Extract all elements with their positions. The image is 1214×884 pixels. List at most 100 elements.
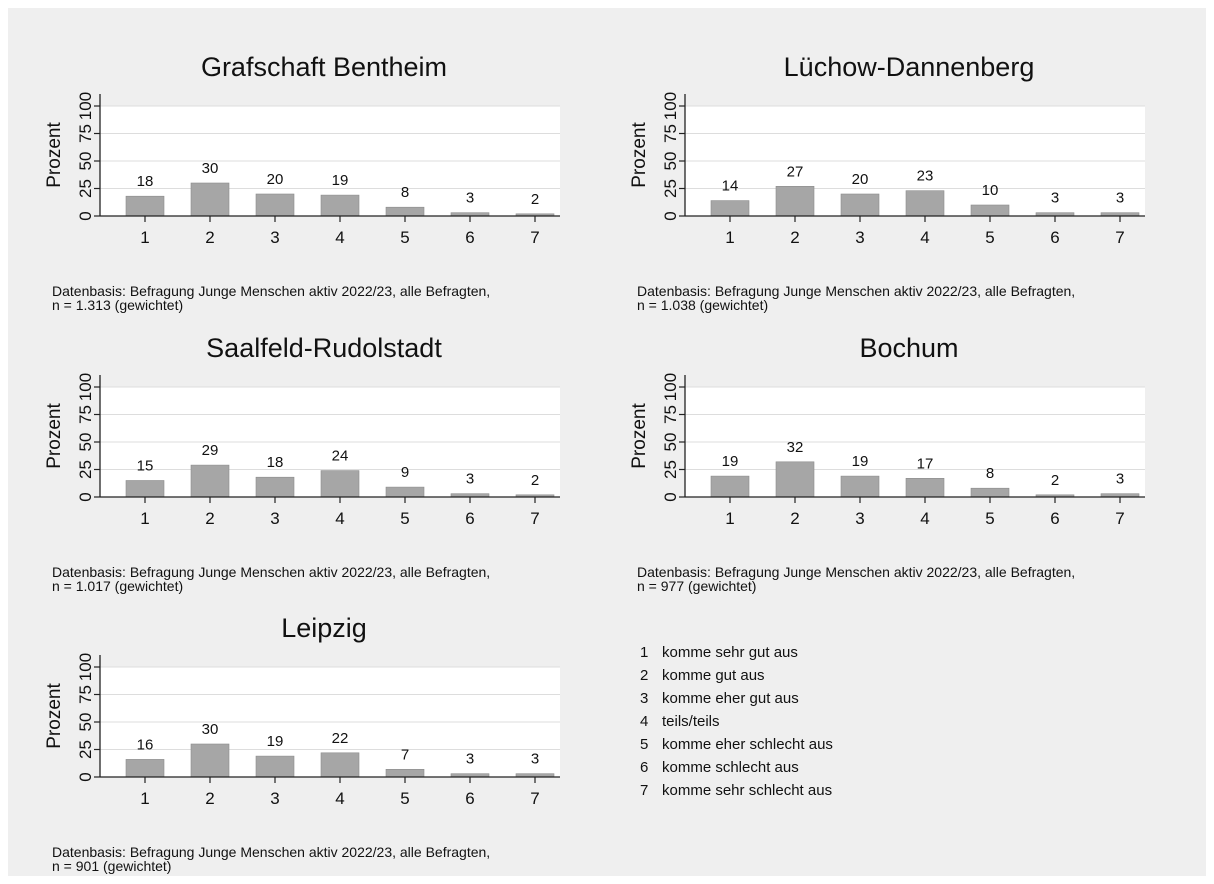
legend-item: 5 komme eher schlecht aus (640, 733, 833, 756)
x-tick-label: 3 (855, 509, 864, 528)
x-tick-label: 1 (140, 509, 149, 528)
data-label: 15 (137, 458, 154, 475)
bar (320, 194, 360, 217)
y-tick-label: 75 (76, 685, 95, 704)
x-tick-label: 5 (985, 228, 994, 247)
figure: Grafschaft Bentheim 0 25 50 75 100 Prozent 18 1 3… (8, 8, 1206, 876)
data-label: 2 (531, 191, 539, 208)
data-label: 22 (332, 730, 349, 747)
data-label: 3 (466, 471, 474, 488)
note-line: n = 1.313 (gewichtet) (52, 297, 184, 313)
data-label: 3 (531, 751, 539, 768)
x-tick-label: 4 (335, 509, 344, 528)
note-line: Datenbasis: Befragung Junge Menschen akt… (637, 564, 1076, 580)
x-tick-label: 2 (205, 509, 214, 528)
bar (710, 200, 750, 217)
legend-code: 2 (640, 667, 649, 684)
y-tick-label: 50 (76, 433, 95, 452)
data-label: 14 (722, 178, 739, 195)
data-label: 18 (137, 173, 154, 190)
bar (840, 193, 880, 217)
legend-item: 2 komme gut aus (640, 664, 833, 687)
y-tick-label: 50 (76, 152, 95, 171)
chart-panel-bochum: Bochum 0 25 50 75 100 Prozent 19 1 32 2 19 3 17 4 8 5 2 6 3… (599, 329, 1159, 599)
x-tick-label: 4 (920, 509, 929, 528)
legend-code: 6 (640, 759, 649, 776)
data-label: 16 (137, 736, 154, 753)
bar (970, 487, 1010, 498)
x-tick-label: 7 (1115, 228, 1124, 247)
y-tick-label: 50 (661, 152, 680, 171)
data-label: 27 (787, 163, 804, 180)
x-tick-label: 6 (465, 789, 474, 808)
x-tick-label: 2 (205, 789, 214, 808)
y-axis-label: Prozent (44, 403, 65, 469)
chart-title: Bochum (859, 333, 958, 363)
note-line: Datenbasis: Befragung Junge Menschen akt… (52, 564, 491, 580)
y-tick-label: 100 (76, 92, 95, 120)
y-tick-label: 75 (76, 124, 95, 143)
data-label: 30 (202, 160, 219, 177)
legend-item: 7 komme sehr schlecht aus (640, 779, 833, 802)
data-label: 2 (1051, 472, 1059, 489)
y-tick-label: 100 (76, 653, 95, 681)
data-label: 3 (466, 190, 474, 207)
chart-title: Lüchow-Dannenberg (784, 52, 1035, 82)
data-label: 19 (332, 172, 349, 189)
bar (190, 464, 230, 498)
bar (970, 204, 1010, 217)
x-tick-label: 3 (270, 509, 279, 528)
y-axis-label: Prozent (44, 683, 65, 749)
data-label: 3 (1116, 471, 1124, 488)
y-tick-label: 25 (76, 179, 95, 198)
note-line: Datenbasis: Befragung Junge Menschen akt… (52, 844, 491, 860)
data-label: 3 (466, 751, 474, 768)
x-tick-label: 7 (530, 509, 539, 528)
bar (255, 755, 295, 778)
y-axis-label: Prozent (629, 403, 650, 469)
x-tick-label: 5 (400, 228, 409, 247)
bar (840, 475, 880, 498)
bar (125, 480, 165, 498)
y-tick-label: 100 (661, 373, 680, 401)
x-tick-label: 6 (1050, 228, 1059, 247)
chart-panel-luechow-dannenberg: Lüchow-Dannenberg 0 25 50 75 100 Prozent 14 1 27 2… (599, 48, 1159, 318)
bar (190, 743, 230, 778)
note-line: Datenbasis: Befragung Junge Menschen akt… (52, 283, 491, 299)
y-tick-label: 75 (661, 124, 680, 143)
bar (385, 206, 425, 217)
legend-code: 7 (640, 782, 649, 799)
y-tick-label: 0 (76, 772, 95, 781)
x-tick-label: 1 (725, 228, 734, 247)
data-label: 10 (982, 182, 999, 199)
bar (255, 476, 295, 498)
chart-title: Leipzig (281, 613, 367, 643)
category-legend: 1 komme sehr gut aus 2 komme gut aus 3 komm… (640, 641, 833, 802)
x-tick-label: 4 (920, 228, 929, 247)
x-tick-label: 2 (790, 228, 799, 247)
y-tick-label: 0 (76, 492, 95, 501)
y-tick-label: 0 (661, 492, 680, 501)
x-tick-label: 2 (790, 509, 799, 528)
y-tick-label: 25 (661, 460, 680, 479)
y-tick-label: 25 (76, 740, 95, 759)
x-tick-label: 5 (400, 509, 409, 528)
legend-label: komme eher schlecht aus (662, 736, 833, 753)
data-source-note: Datenbasis: Befragung Junge Menschen akt… (637, 565, 1075, 593)
y-tick-label: 75 (661, 405, 680, 424)
data-label: 18 (267, 454, 284, 471)
data-label: 17 (917, 455, 934, 472)
x-tick-label: 1 (140, 789, 149, 808)
bar (320, 470, 360, 498)
bar (125, 195, 165, 217)
y-tick-label: 100 (76, 373, 95, 401)
data-label: 23 (917, 168, 934, 185)
data-label: 19 (722, 453, 739, 470)
data-label: 29 (202, 442, 219, 459)
y-axis-label: Prozent (629, 122, 650, 188)
note-line: Datenbasis: Befragung Junge Menschen akt… (637, 283, 1076, 299)
legend-label: teils/teils (662, 713, 720, 730)
data-label: 32 (787, 439, 804, 456)
x-tick-label: 3 (270, 228, 279, 247)
